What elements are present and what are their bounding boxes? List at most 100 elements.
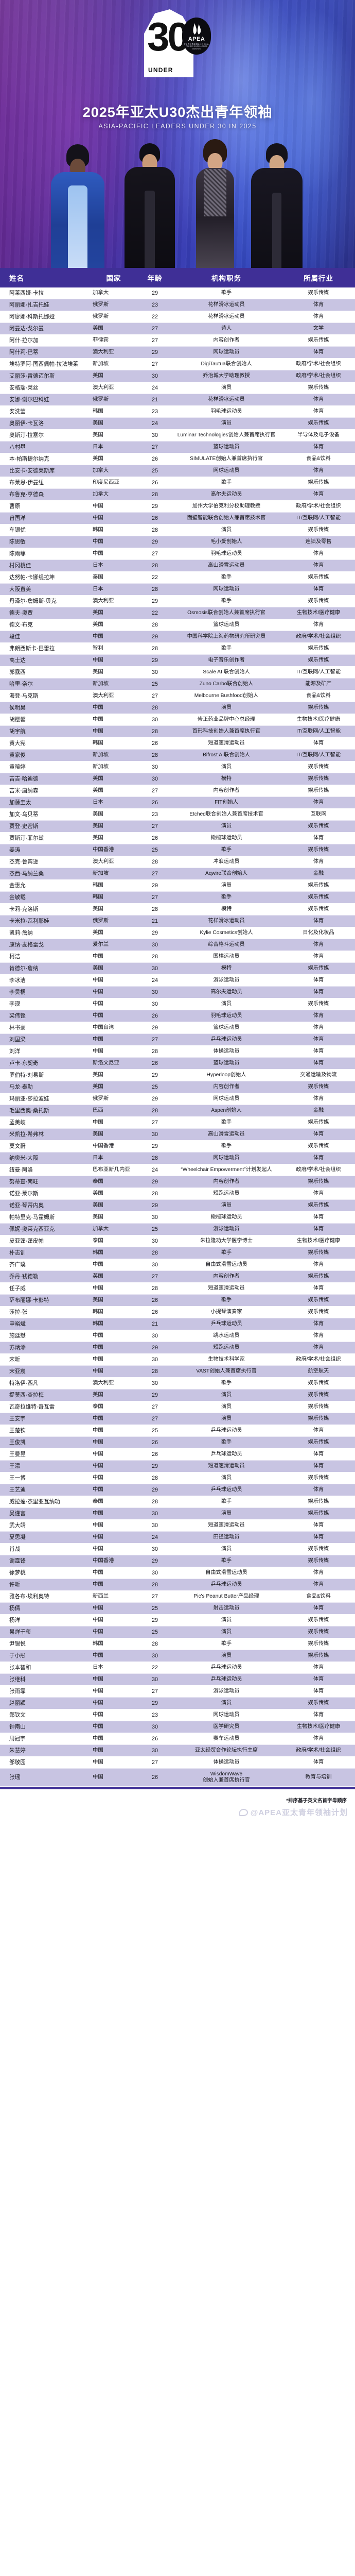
cell-name: 曹原	[0, 500, 88, 513]
table-row: 肯德尔·詹纳 美国 30 模特 娱乐传媒	[0, 962, 355, 975]
cell-name: 安格瑞·莱丝	[0, 382, 88, 394]
cell-age: 30	[139, 1744, 171, 1757]
cell-role: 游泳运动员	[171, 974, 282, 987]
table-row: 段佳 中国 29 中国科学院上海药物研究所研究员 政府/学术/社会组织	[0, 631, 355, 643]
cell-role: 乔治城大学助理教授	[171, 370, 282, 382]
cell-role: Aqwire联合创始人	[171, 868, 282, 880]
table-row: 齐广璞 中国 30 自由式滑雪运动员 体育	[0, 1259, 355, 1271]
cell-country: 美国	[88, 619, 139, 631]
cell-name: 郭露西	[0, 666, 88, 679]
cell-age: 24	[139, 974, 171, 987]
cell-age: 30	[139, 1330, 171, 1342]
cell-age: 25	[139, 1626, 171, 1638]
cell-industry: 体育	[282, 1448, 355, 1461]
cell-age: 29	[139, 1176, 171, 1188]
cell-name: 纳奥米·大阪	[0, 1152, 88, 1164]
cell-role: 首形科技创始人兼首席执行官	[171, 725, 282, 738]
cell-name: 高士达	[0, 654, 88, 667]
cell-name: 王楚钦	[0, 1425, 88, 1437]
cell-name: 布鲁克·亨德森	[0, 488, 88, 501]
cell-role: VAST创始人兼首席执行官	[171, 1365, 282, 1378]
table-row: 罗伯特·刘易斯 美国 29 Hyperloop创始人 交通运输及物流	[0, 1069, 355, 1081]
cell-name: 吴谨言	[0, 1507, 88, 1520]
cell-country: 中国香港	[88, 1140, 139, 1153]
cell-age: 25	[139, 1602, 171, 1615]
cell-name: 朱慧婷	[0, 1744, 88, 1757]
cell-industry: 娱乐传媒	[282, 642, 355, 655]
cell-country: 中国	[88, 1342, 139, 1354]
cell-name: 张本智和	[0, 1662, 88, 1674]
cell-role: 歌手	[171, 891, 282, 904]
cell-age: 26	[139, 1733, 171, 1745]
cell-age: 25	[139, 1223, 171, 1235]
cell-name: 萨布丽娜·卡彭特	[0, 1294, 88, 1307]
cell-industry: 体育	[282, 1093, 355, 1105]
cell-name: 康纳·麦格雷戈	[0, 939, 88, 951]
table-row: 宋亚宸 中国 28 VAST创始人兼首席执行官 航空航天	[0, 1365, 355, 1378]
cell-name: 柯洁	[0, 951, 88, 963]
table-row: 帕特里克·马霍姆斯 美国 30 橄榄球运动员 体育	[0, 1211, 355, 1224]
cell-industry: IT/互联网/人工智能	[282, 749, 355, 761]
table-row: 布莱恩·伊曼纽 印度尼西亚 26 歌手 娱乐传媒	[0, 477, 355, 489]
cell-country: 中国	[88, 1010, 139, 1022]
cell-role: 橄榄球运动员	[171, 1211, 282, 1224]
table-row: 胡樱馨 中国 30 修正药业品牌中心总经理 生物技术/医疗健康	[0, 714, 355, 726]
cell-role: 歌手	[171, 1555, 282, 1567]
cell-industry: 娱乐传媒	[282, 1697, 355, 1709]
cell-country: 中国	[88, 536, 139, 548]
cell-industry: 体育	[282, 986, 355, 998]
cell-age: 29	[139, 1614, 171, 1626]
cell-name: 李冰洁	[0, 974, 88, 987]
cell-role: DigiTautua联合创始人	[171, 358, 282, 370]
table-row: 王曼昱 中国 26 乒乓球运动员 体育	[0, 1448, 355, 1461]
column-header-role: 机构职务	[171, 268, 282, 287]
cell-country: 俄罗斯	[88, 299, 139, 311]
cell-age: 21	[139, 394, 171, 406]
table-row: 张继科 中国 30 乒乓球运动员 体育	[0, 1673, 355, 1686]
table-row: 雅各布·埃利奥特 新西兰 27 Pic's Peanut Butter产品经理 食品&饮…	[0, 1590, 355, 1603]
cell-age: 27	[139, 441, 171, 453]
cell-role: 歌手	[171, 1116, 282, 1129]
cell-country: 巴西	[88, 1105, 139, 1117]
table-row: 提莫西·查拉梅 美国 29 演员 娱乐传媒	[0, 1389, 355, 1401]
cell-role: 乒乓球运动员	[171, 1484, 282, 1496]
cell-industry: 体育	[282, 311, 355, 323]
cell-age: 29	[139, 287, 171, 299]
cell-role: 歌手	[171, 1294, 282, 1307]
cell-name: 车银优	[0, 524, 88, 536]
table-row: 黄家俊 新加坡 28 Bifrost AI联合创始人 IT/互联网/人工智能	[0, 749, 355, 761]
cell-country: 日本	[88, 583, 139, 596]
cell-name: 村冈桃佳	[0, 560, 88, 572]
table-row: 萨布丽娜·卡彭特 美国 26 歌手 娱乐传媒	[0, 1294, 355, 1307]
table-row: 布鲁克·亨德森 加拿大 28 高尔夫运动员 体育	[0, 488, 355, 501]
cell-name: 杨洋	[0, 1614, 88, 1626]
table-row: 苏炳添 中国 29 短跑运动员 体育	[0, 1342, 355, 1354]
cell-country: 美国	[88, 1081, 139, 1093]
cell-industry: 体育	[282, 939, 355, 951]
cell-age: 27	[139, 1116, 171, 1129]
table-row: 姜涛 中国香港 25 歌手 娱乐传媒	[0, 844, 355, 856]
watermark-text: @APEA亚太青年领袖计划	[250, 1808, 348, 1817]
cell-country: 中国	[88, 1756, 139, 1769]
cell-country: 中国	[88, 1116, 139, 1129]
cell-role: Osmosis联合创始人兼首席执行官	[171, 607, 282, 619]
cell-name: 雅各布·埃利奥特	[0, 1590, 88, 1603]
cell-role: 歌手	[171, 1436, 282, 1449]
cell-name: 诺亚·莱尔斯	[0, 1188, 88, 1200]
cell-age: 28	[139, 488, 171, 501]
cell-name: 吉米·唐纳森	[0, 785, 88, 797]
cell-country: 澳大利亚	[88, 1377, 139, 1389]
award-winners-photo	[0, 124, 355, 268]
cell-role: 网球运动员	[171, 346, 282, 359]
cell-country: 澳大利亚	[88, 595, 139, 607]
cell-role: 医学研究员	[171, 1721, 282, 1733]
cell-industry: 体育	[282, 1531, 355, 1544]
cell-country: 中国	[88, 1460, 139, 1472]
cell-country: 英国	[88, 1270, 139, 1283]
cell-role: 高山滑雪运动员	[171, 1128, 282, 1141]
table-bottom-rule	[0, 1787, 355, 1789]
cell-industry: 娱乐传媒	[282, 1081, 355, 1093]
cell-age: 29	[139, 1199, 171, 1212]
table-row: 武大靖 中国 30 短道速滑运动员 体育	[0, 1519, 355, 1532]
cell-industry: 娱乐传媒	[282, 1247, 355, 1259]
